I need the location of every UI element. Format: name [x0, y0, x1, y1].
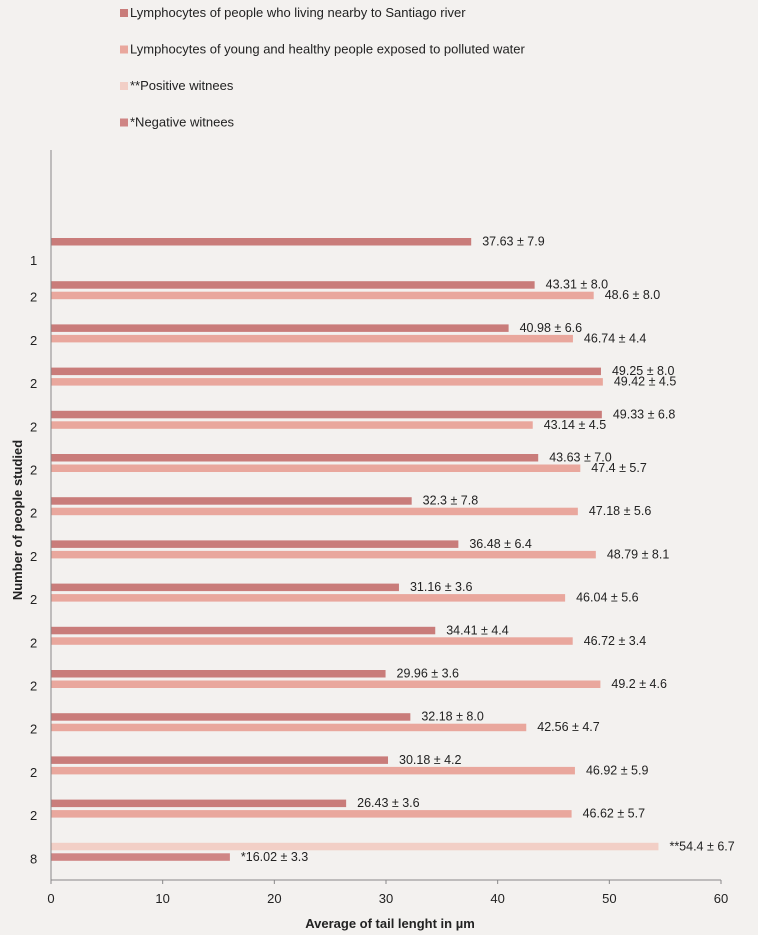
y-tick-label: 2 [30, 635, 37, 650]
y-tick-label: 2 [30, 419, 37, 434]
legend-entry: Lymphocytes of people who living nearby … [130, 5, 466, 20]
data-label: 43.31 ± 8.0 [546, 278, 609, 292]
x-tick-label: 50 [602, 891, 616, 906]
y-tick-label: 2 [30, 722, 37, 737]
bar [51, 583, 399, 592]
bar [51, 594, 566, 602]
bar [51, 756, 389, 764]
legend-swatch [120, 82, 128, 90]
bar [51, 291, 594, 300]
legend-entry: **Positive witnees [130, 78, 234, 93]
bar [51, 367, 601, 376]
x-tick-label: 0 [47, 891, 54, 906]
legend-entry: Lymphocytes of young and healthy people … [130, 42, 526, 57]
data-label: 46.62 ± 5.7 [583, 807, 646, 821]
data-label: 46.04 ± 5.6 [576, 591, 639, 605]
bar [51, 454, 539, 462]
data-label: 46.92 ± 5.9 [586, 763, 649, 777]
bar [51, 550, 596, 559]
data-label: *16.02 ± 3.3 [241, 850, 308, 864]
bar [51, 766, 575, 775]
bar [51, 540, 459, 548]
bar [51, 421, 533, 429]
y-tick-label: 8 [30, 851, 37, 866]
data-label: 32.18 ± 8.0 [421, 710, 484, 724]
bar [51, 810, 572, 818]
data-label: 46.74 ± 4.4 [584, 331, 647, 345]
bar [51, 281, 535, 289]
legend-swatch [120, 9, 128, 17]
data-label: 37.63 ± 7.9 [482, 235, 545, 249]
data-label: 34.41 ± 4.4 [446, 623, 509, 637]
data-label: 29.96 ± 3.6 [397, 667, 460, 681]
bar [51, 680, 601, 688]
data-label: 49.42 ± 4.5 [614, 375, 677, 389]
data-label: 48.6 ± 8.0 [605, 288, 661, 302]
x-tick-label: 20 [267, 891, 281, 906]
y-tick-label: 1 [30, 253, 37, 268]
bar [51, 637, 573, 645]
y-tick-label: 2 [30, 290, 37, 305]
legend-swatch [120, 118, 128, 127]
legend-swatch [120, 45, 128, 54]
data-label: 42.56 ± 4.7 [537, 720, 600, 734]
data-label: 43.63 ± 7.0 [549, 451, 612, 465]
bar [51, 464, 581, 472]
y-tick-labels: 1 2 2 2 2 2 2 2 2 2 2 2 2 2 8 [30, 253, 37, 866]
bar [51, 670, 386, 678]
data-label: 46.72 ± 3.4 [584, 634, 647, 648]
data-label: 49.25 ± 8.0 [612, 364, 675, 378]
chart-axes: 0 10 20 30 40 50 60 [47, 150, 728, 906]
x-tick-label: 60 [714, 891, 728, 906]
chart-legend: Lymphocytes of people who living nearby … [120, 5, 526, 130]
bar [51, 497, 412, 505]
bar [51, 723, 527, 732]
bar [51, 626, 436, 635]
y-tick-label: 2 [30, 549, 37, 564]
y-tick-label: 2 [30, 592, 37, 607]
y-tick-label: 2 [30, 808, 37, 823]
chart-bars: 37.63 ± 7.9 43.31 ± 8.048.6 ± 8.0 40.98 ± … [51, 235, 735, 864]
data-label: 31.16 ± 3.6 [410, 580, 473, 594]
bar [51, 799, 347, 808]
data-label: 26.43 ± 3.6 [357, 796, 420, 810]
y-tick-label: 2 [30, 333, 37, 348]
bar [51, 842, 659, 851]
y-tick-label: 2 [30, 679, 37, 694]
bar [51, 713, 411, 721]
bar [51, 324, 509, 332]
bar [51, 238, 472, 246]
bar [51, 334, 573, 343]
data-label: 49.33 ± 6.8 [613, 407, 676, 421]
bar [51, 507, 578, 516]
bar [51, 378, 603, 386]
x-axis-label: Average of tail lenght in µm [305, 916, 475, 931]
y-tick-label: 2 [30, 376, 37, 391]
legend-entry: *Negative witnees [130, 115, 235, 130]
y-axis-label: Number of people studied [10, 440, 25, 600]
bar [51, 853, 230, 861]
y-tick-label: 2 [30, 765, 37, 780]
data-label: 40.98 ± 6.6 [520, 321, 583, 335]
data-label: 47.4 ± 5.7 [591, 461, 647, 475]
data-label: 32.3 ± 7.8 [423, 494, 479, 508]
y-tick-label: 2 [30, 463, 37, 478]
data-label: 47.18 ± 5.6 [589, 504, 652, 518]
data-label: 48.79 ± 8.1 [607, 547, 670, 561]
data-label: **54.4 ± 6.7 [669, 839, 734, 853]
data-label: 43.14 ± 4.5 [544, 418, 607, 432]
data-label: 30.18 ± 4.2 [399, 753, 462, 767]
data-label: 36.48 ± 6.4 [469, 537, 532, 551]
data-label: 49.2 ± 4.6 [611, 677, 667, 691]
x-tick-label: 40 [490, 891, 504, 906]
bar [51, 410, 602, 419]
y-tick-label: 2 [30, 506, 37, 521]
x-tick-label: 30 [379, 891, 393, 906]
x-tick-label: 10 [155, 891, 169, 906]
